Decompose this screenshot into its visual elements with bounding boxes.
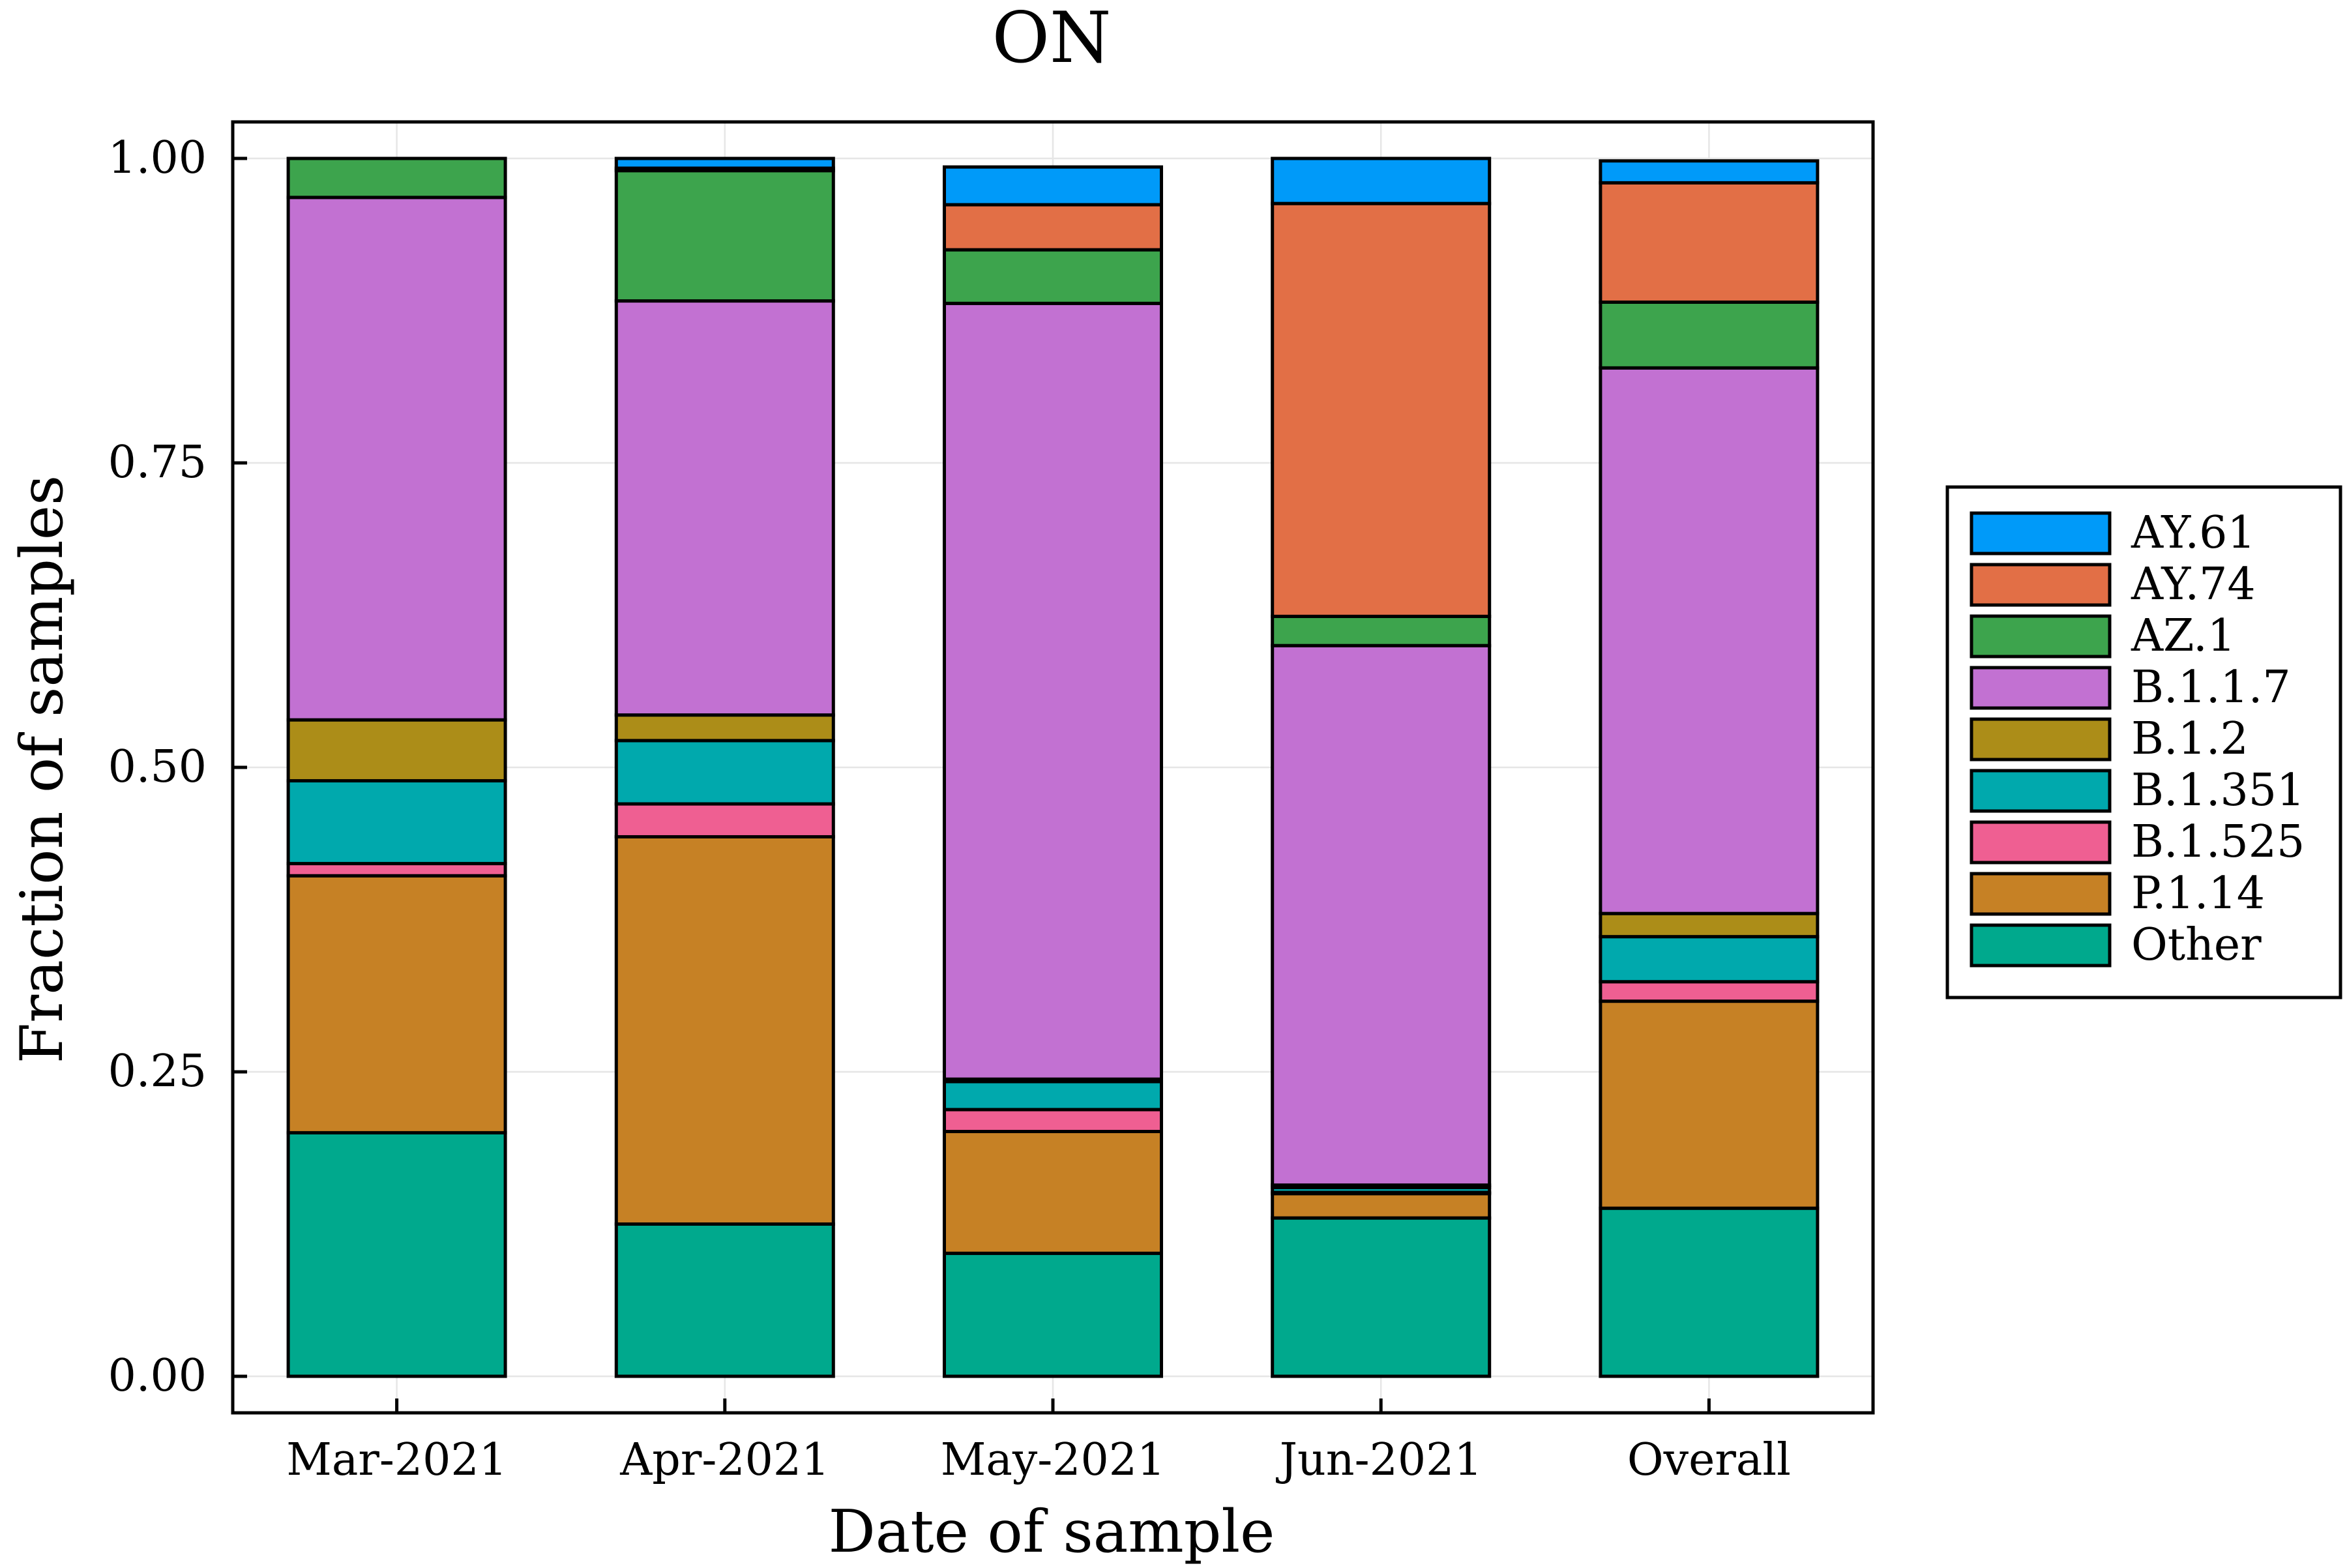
- bar-segment-overall-other: [1599, 1206, 1820, 1378]
- legend-label-b-1-2: B.1.2: [2131, 713, 2249, 765]
- bar-segment-mar-2021-b-1-351: [286, 779, 507, 866]
- legend-label-p-1-14: P.1.14: [2131, 868, 2265, 919]
- legend-swatch-az-1: [1970, 614, 2112, 658]
- bar-segment-overall-p-1-14: [1599, 999, 1820, 1210]
- x-axis-label: Date of sample: [829, 1498, 1275, 1565]
- bar-segment-mar-2021-b-1-2: [286, 718, 507, 783]
- bar-segment-may-2021-az-1: [943, 248, 1163, 305]
- bar-segment-mar-2021-p-1-14: [286, 874, 507, 1134]
- bar-segment-may-2021-b-1-1-7: [943, 301, 1163, 1081]
- x-tick-label: May-2021: [941, 1434, 1166, 1486]
- legend-swatch-p-1-14: [1970, 872, 2112, 916]
- bar-segment-overall-b-1-2: [1599, 911, 1820, 939]
- y-tick-label: 0.00: [108, 1350, 207, 1402]
- bar-segment-jun-2021-b-1-1-7: [1271, 643, 1492, 1187]
- bar-segment-mar-2021-b-1-1-7: [286, 196, 507, 722]
- legend-swatch-ay-61: [1970, 511, 2112, 555]
- bar-segment-jun-2021-other: [1271, 1216, 1492, 1378]
- legend-label-b-1-351: B.1.351: [2131, 765, 2305, 816]
- bar-segment-mar-2021-other: [286, 1131, 507, 1378]
- bar-segment-apr-2021-az-1: [614, 169, 835, 303]
- x-tick-label: Mar-2021: [286, 1434, 507, 1486]
- bar-segment-apr-2021-p-1-14: [614, 835, 835, 1226]
- bar-segment-may-2021-other: [943, 1251, 1163, 1378]
- legend-swatch-b-1-351: [1970, 769, 2112, 813]
- axes: 0.00 0.25 0.50 0.75 1.00 Mar-2021 Apr-2021 May-…: [108, 132, 1791, 1486]
- bar-segment-overall-az-1: [1599, 300, 1820, 370]
- bar-segment-jun-2021-p-1-14: [1271, 1192, 1492, 1220]
- bar-segment-may-2021-ay-61: [943, 165, 1163, 207]
- y-tick-label: 0.50: [108, 741, 207, 793]
- bar-segment-overall-ay-74: [1599, 181, 1820, 304]
- x-tick-label: Jun-2021: [1276, 1434, 1483, 1486]
- x-tick-label: Apr-2021: [619, 1434, 829, 1486]
- legend-label-b-1-1-7: B.1.1.7: [2131, 662, 2291, 713]
- y-tick-label: 1.00: [108, 132, 207, 184]
- bar-segment-apr-2021-b-1-351: [614, 739, 835, 806]
- legend-swatch-b-1-525: [1970, 820, 2112, 865]
- bar-segment-jun-2021-ay-61: [1271, 156, 1492, 205]
- bar-segment-apr-2021-b-1-2: [614, 713, 835, 743]
- x-tick-label: Overall: [1627, 1434, 1791, 1486]
- bar-segment-mar-2021-az-1: [286, 156, 507, 200]
- bar-segment-jun-2021-ay-74: [1271, 201, 1492, 618]
- bar-segment-apr-2021-ay-61: [614, 156, 835, 170]
- bar-segment-apr-2021-b-1-1-7: [614, 299, 835, 717]
- bar-segment-overall-b-1-351: [1599, 935, 1820, 984]
- legend-swatch-b-1-1-7: [1970, 666, 2112, 710]
- bar-segment-may-2021-p-1-14: [943, 1130, 1163, 1255]
- chart-title: ON: [992, 0, 1111, 79]
- bar-segment-may-2021-ay-74: [943, 203, 1163, 252]
- bars: [286, 156, 1820, 1378]
- legend-label-ay-74: AY.74: [2131, 559, 2256, 610]
- legend-swatch-ay-74: [1970, 563, 2112, 607]
- bar-segment-overall-ay-61: [1599, 159, 1820, 185]
- y-axis-label: Fraction of samples: [8, 475, 76, 1063]
- y-tick-label: 0.25: [108, 1046, 207, 1097]
- bar-segment-may-2021-b-1-351: [943, 1080, 1163, 1112]
- legend-label-b-1-525: B.1.525: [2131, 816, 2305, 868]
- legend-label-other: Other: [2131, 919, 2262, 971]
- bar-segment-apr-2021-other: [614, 1222, 835, 1378]
- bar-segment-jun-2021-az-1: [1271, 614, 1492, 647]
- legend: AY.61AY.74AZ.1B.1.1.7B.1.2B.1.351B.1.525…: [1945, 485, 2342, 999]
- bar-segment-may-2021-b-1-525: [943, 1108, 1163, 1134]
- legend-label-ay-61: AY.61: [2131, 507, 2256, 559]
- legend-swatch-other: [1970, 923, 2112, 968]
- y-tick-label: 0.75: [108, 437, 207, 488]
- legend-label-az-1: AZ.1: [2131, 610, 2236, 662]
- bar-segment-mar-2021-b-1-525: [286, 862, 507, 878]
- bar-segment-apr-2021-b-1-525: [614, 802, 835, 838]
- bar-segment-overall-b-1-1-7: [1599, 366, 1820, 915]
- bar-segment-overall-b-1-525: [1599, 980, 1820, 1003]
- legend-swatch-b-1-2: [1970, 717, 2112, 762]
